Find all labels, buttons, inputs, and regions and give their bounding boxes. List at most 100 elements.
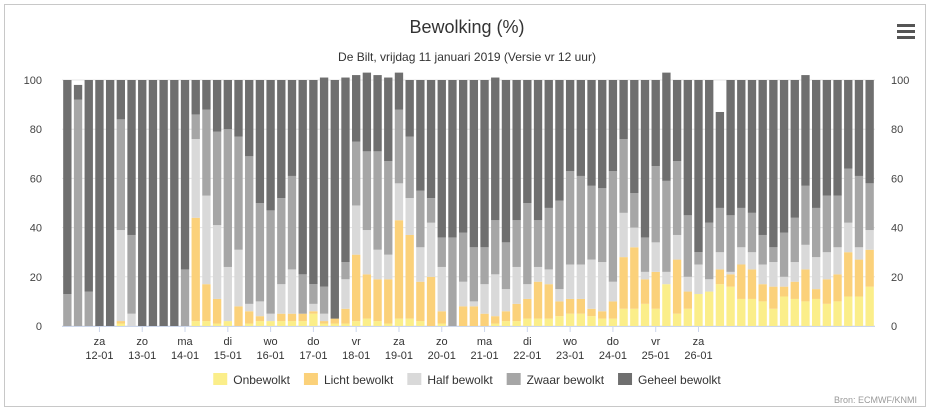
bar-segment-zwaar-bewolkt[interactable] — [630, 193, 639, 228]
bar-segment-half-bewolkt[interactable] — [533, 266, 543, 282]
bar-segment-half-bewolkt[interactable] — [405, 198, 414, 235]
bar-segment-licht-bewolkt[interactable] — [373, 279, 382, 322]
bar-segment-geheel-bewolkt[interactable] — [523, 80, 532, 203]
bar-segment-onbewolkt[interactable] — [384, 323, 393, 326]
bar-segment-zwaar-bewolkt[interactable] — [245, 156, 254, 304]
bar-segment-half-bewolkt[interactable] — [715, 252, 725, 270]
bar-segment-onbewolkt[interactable] — [116, 323, 126, 326]
bar-segment-licht-bewolkt[interactable] — [555, 301, 564, 317]
bar-segment-geheel-bewolkt[interactable] — [298, 80, 307, 275]
bar-segment-geheel-bewolkt[interactable] — [544, 80, 553, 208]
bar-segment-licht-bewolkt[interactable] — [234, 306, 243, 326]
bar-segment-half-bewolkt[interactable] — [705, 279, 714, 292]
bar-segment-licht-bewolkt[interactable] — [330, 318, 339, 324]
bar-segment-geheel-bewolkt[interactable] — [726, 80, 735, 216]
bar-segment-onbewolkt[interactable] — [223, 321, 232, 326]
bar-segment-licht-bewolkt[interactable] — [501, 311, 511, 322]
bar-segment-geheel-bewolkt[interactable] — [416, 80, 425, 191]
bar-segment-half-bewolkt[interactable] — [373, 249, 382, 280]
legend-item-licht-bewolkt[interactable]: Licht bewolkt — [303, 373, 394, 387]
bar-segment-half-bewolkt[interactable] — [116, 230, 126, 322]
bar-segment-half-bewolkt[interactable] — [555, 289, 564, 302]
bar-segment-licht-bewolkt[interactable] — [715, 269, 725, 285]
bar-segment-half-bewolkt[interactable] — [255, 301, 265, 317]
bar-segment-licht-bewolkt[interactable] — [287, 313, 297, 322]
bar-segment-geheel-bewolkt[interactable] — [448, 80, 457, 238]
bar-segment-geheel-bewolkt[interactable] — [469, 80, 479, 248]
bar-segment-zwaar-bewolkt[interactable] — [287, 175, 297, 270]
bar-segment-zwaar-bewolkt[interactable] — [694, 252, 703, 265]
bar-segment-onbewolkt[interactable] — [330, 323, 339, 326]
bar-segment-zwaar-bewolkt[interactable] — [640, 237, 650, 272]
bar-segment-licht-bewolkt[interactable] — [298, 313, 307, 322]
bar-segment-half-bewolkt[interactable] — [662, 271, 671, 285]
bar-segment-onbewolkt[interactable] — [587, 316, 596, 326]
bar-segment-geheel-bewolkt[interactable] — [63, 80, 72, 295]
bar-segment-licht-bewolkt[interactable] — [630, 247, 639, 309]
credits-text[interactable]: Bron: ECMWF/KNMI — [834, 395, 917, 405]
bar-segment-onbewolkt[interactable] — [640, 303, 650, 326]
bar-segment-licht-bewolkt[interactable] — [565, 298, 575, 314]
bar-segment-onbewolkt[interactable] — [512, 321, 521, 326]
bar-segment-geheel-bewolkt[interactable] — [790, 80, 799, 218]
bar-segment-geheel-bewolkt[interactable] — [608, 80, 618, 172]
bar-segment-geheel-bewolkt[interactable] — [683, 80, 692, 216]
bar-segment-licht-bewolkt[interactable] — [544, 284, 553, 319]
bar-segment-onbewolkt[interactable] — [416, 321, 425, 326]
bar-segment-licht-bewolkt[interactable] — [352, 254, 361, 322]
bar-segment-onbewolkt[interactable] — [362, 318, 372, 326]
bar-segment-half-bewolkt[interactable] — [651, 242, 660, 272]
bar-segment-licht-bewolkt[interactable] — [587, 308, 596, 317]
bar-segment-zwaar-bewolkt[interactable] — [405, 136, 414, 199]
bar-segment-geheel-bewolkt[interactable] — [266, 80, 275, 211]
bar-segment-half-bewolkt[interactable] — [790, 262, 799, 282]
bar-segment-half-bewolkt[interactable] — [598, 262, 607, 312]
bar-segment-zwaar-bewolkt[interactable] — [822, 195, 832, 253]
bar-segment-half-bewolkt[interactable] — [544, 269, 553, 285]
bar-segment-licht-bewolkt[interactable] — [790, 281, 799, 299]
hamburger-menu-icon[interactable] — [894, 20, 918, 42]
bar-segment-half-bewolkt[interactable] — [587, 259, 596, 309]
bar-segment-licht-bewolkt[interactable] — [737, 264, 746, 299]
bar-segment-licht-bewolkt[interactable] — [255, 316, 265, 322]
bar-segment-geheel-bewolkt[interactable] — [854, 80, 864, 176]
bar-segment-zwaar-bewolkt[interactable] — [223, 129, 232, 267]
bar-segment-geheel-bewolkt[interactable] — [619, 80, 628, 140]
bar-segment-onbewolkt[interactable] — [576, 313, 585, 326]
bar-segment-onbewolkt[interactable] — [865, 286, 874, 326]
bar-segment-zwaar-bewolkt[interactable] — [598, 188, 607, 263]
bar-segment-half-bewolkt[interactable] — [822, 252, 832, 280]
bar-segment-zwaar-bewolkt[interactable] — [191, 114, 200, 140]
bar-segment-geheel-bewolkt[interactable] — [84, 80, 93, 292]
bar-segment-half-bewolkt[interactable] — [234, 249, 243, 307]
bar-segment-half-bewolkt[interactable] — [565, 264, 575, 299]
bar-segment-geheel-bewolkt[interactable] — [758, 80, 767, 235]
bar-segment-zwaar-bewolkt[interactable] — [298, 274, 307, 314]
bar-segment-zwaar-bewolkt[interactable] — [319, 286, 329, 314]
bar-segment-onbewolkt[interactable] — [523, 318, 532, 326]
bar-segment-zwaar-bewolkt[interactable] — [266, 210, 275, 314]
bar-segment-licht-bewolkt[interactable] — [640, 279, 650, 304]
bar-segment-onbewolkt[interactable] — [779, 296, 789, 326]
bar-segment-geheel-bewolkt[interactable] — [565, 80, 575, 172]
bar-segment-onbewolkt[interactable] — [437, 323, 446, 326]
legend-item-geheel-bewolkt[interactable]: Geheel bewolkt — [618, 373, 721, 387]
bar-segment-onbewolkt[interactable] — [341, 323, 350, 326]
bar-segment-onbewolkt[interactable] — [758, 301, 767, 326]
bar-segment-onbewolkt[interactable] — [619, 308, 628, 326]
bar-segment-geheel-bewolkt[interactable] — [811, 80, 821, 208]
bar-segment-geheel-bewolkt[interactable] — [73, 84, 83, 100]
bar-segment-licht-bewolkt[interactable] — [437, 311, 446, 324]
legend-item-half-bewolkt[interactable]: Half bewolkt — [407, 373, 493, 387]
bar-segment-onbewolkt[interactable] — [298, 321, 307, 326]
bar-segment-licht-bewolkt[interactable] — [319, 321, 329, 324]
bar-segment-half-bewolkt[interactable] — [576, 264, 585, 299]
bar-segment-geheel-bewolkt[interactable] — [512, 80, 521, 221]
bar-segment-zwaar-bewolkt[interactable] — [833, 195, 842, 248]
bar-segment-half-bewolkt[interactable] — [341, 279, 350, 309]
bar-segment-geheel-bewolkt[interactable] — [630, 80, 639, 194]
bar-segment-licht-bewolkt[interactable] — [212, 298, 222, 324]
bar-segment-zwaar-bewolkt[interactable] — [394, 109, 404, 184]
bar-segment-onbewolkt[interactable] — [212, 323, 222, 326]
bar-segment-zwaar-bewolkt[interactable] — [726, 215, 735, 272]
